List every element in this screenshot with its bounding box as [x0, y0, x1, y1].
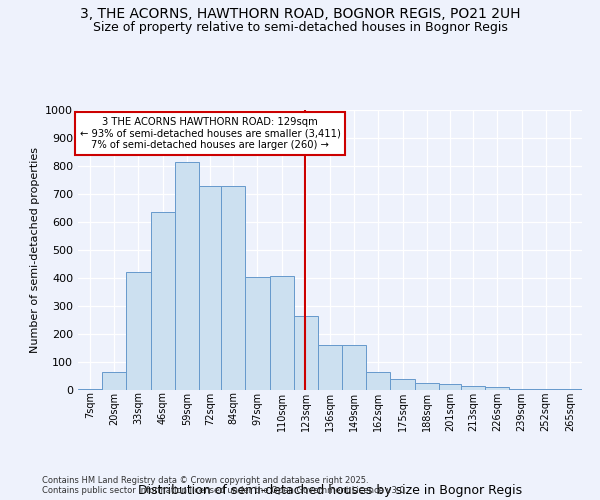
Bar: [245, 276, 269, 390]
Bar: [199, 186, 221, 390]
Bar: [151, 212, 175, 390]
Bar: [294, 316, 318, 390]
Bar: [78, 388, 102, 390]
Bar: [485, 387, 509, 390]
Bar: [127, 272, 151, 390]
Bar: [269, 276, 294, 390]
Y-axis label: Number of semi-detached properties: Number of semi-detached properties: [29, 147, 40, 353]
Bar: [102, 372, 127, 390]
Text: Contains HM Land Registry data © Crown copyright and database right 2025.
Contai: Contains HM Land Registry data © Crown c…: [42, 476, 407, 495]
Text: Size of property relative to semi-detached houses in Bognor Regis: Size of property relative to semi-detach…: [92, 21, 508, 34]
Bar: [391, 379, 415, 390]
Bar: [533, 389, 558, 390]
Text: 3, THE ACORNS, HAWTHORN ROAD, BOGNOR REGIS, PO21 2UH: 3, THE ACORNS, HAWTHORN ROAD, BOGNOR REG…: [80, 8, 520, 22]
Text: 3 THE ACORNS HAWTHORN ROAD: 129sqm
← 93% of semi-detached houses are smaller (3,: 3 THE ACORNS HAWTHORN ROAD: 129sqm ← 93%…: [80, 117, 340, 150]
Bar: [318, 345, 342, 390]
Bar: [461, 386, 485, 390]
Bar: [342, 345, 366, 390]
Bar: [366, 372, 391, 390]
Bar: [221, 186, 245, 390]
X-axis label: Distribution of semi-detached houses by size in Bognor Regis: Distribution of semi-detached houses by …: [138, 484, 522, 496]
Bar: [415, 383, 439, 390]
Bar: [439, 384, 461, 390]
Bar: [509, 388, 533, 390]
Bar: [175, 162, 199, 390]
